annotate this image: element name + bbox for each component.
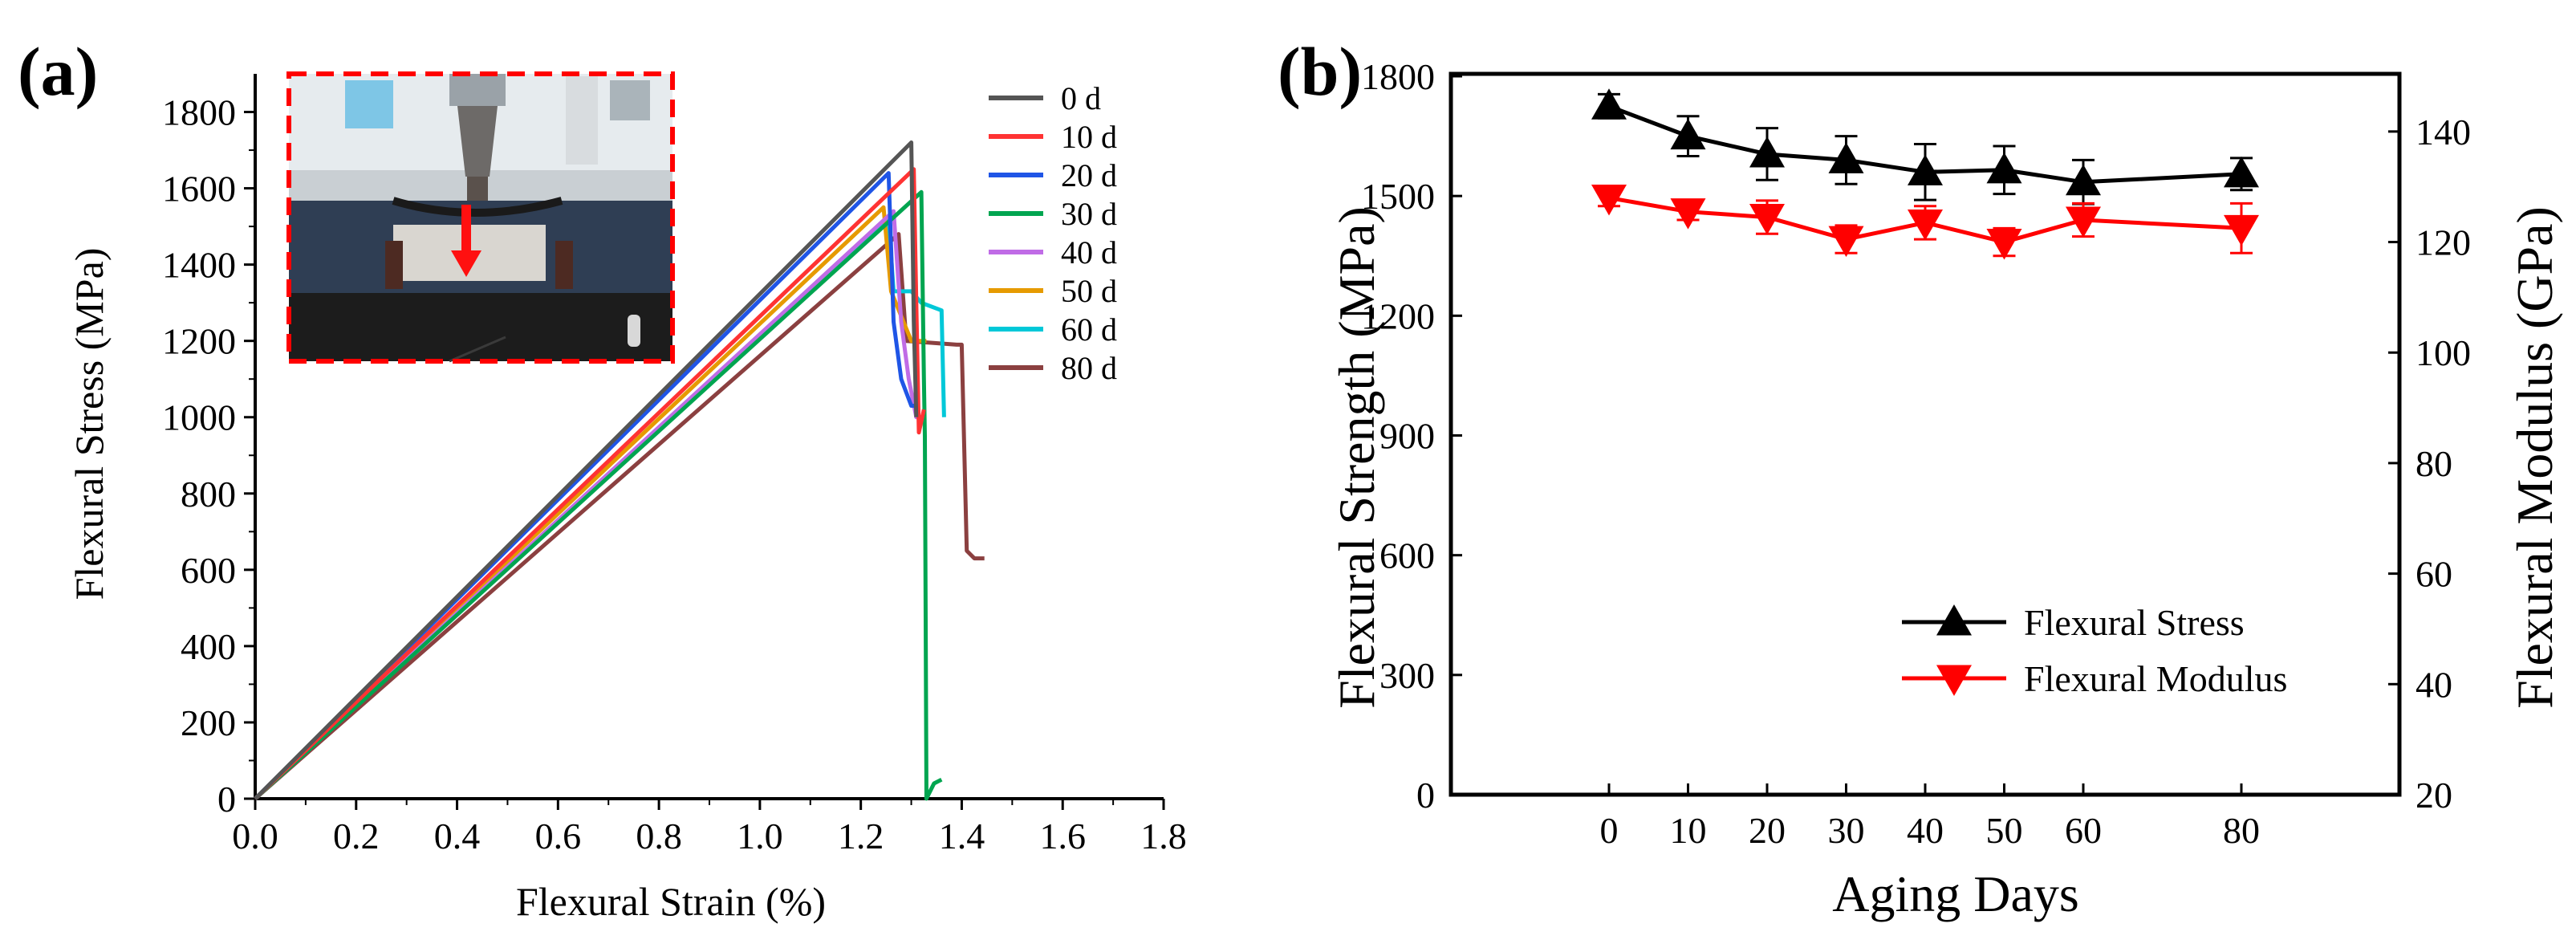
panel-a-axes: 0.0 0.2 0.4 0.6 0.8 1.0 1.2 1.4 1.6 1.8 0 200 400 600… — [162, 74, 1187, 856]
panel-a-label: (a) — [18, 33, 98, 110]
flexural-stress-point — [1670, 118, 1706, 150]
flexural-stress-line — [1608, 104, 2242, 185]
panel-b: (b) 0 10 20 30 40 50 60 80 0 300 600 900 1200 1500 180… — [1278, 33, 2563, 922]
panel-a-y-tick-label: 1800 — [162, 92, 236, 133]
panel-b-series — [1591, 88, 2259, 260]
panel-a-y-tick-label: 1600 — [162, 169, 236, 210]
panel-a-x-tick-label: 0.0 — [232, 816, 278, 856]
panel-a-x-tick-label: 0.2 — [333, 816, 380, 856]
panel-b-y-tick-label: 900 — [1379, 416, 1435, 457]
flexural-modulus-point — [1670, 198, 1706, 230]
legend-label-0d: 0 d — [1061, 80, 1101, 116]
panel-a: (a) 0.0 0.2 0.4 0.6 0.8 1.0 1.2 1.4 1.6 1.8 0 200 40… — [18, 33, 1187, 924]
panel-b-axes: 0 10 20 30 40 50 60 80 0 300 600 900 1200 1500 1800 20 4… — [1361, 56, 2471, 851]
panel-b-x-tick-label: 10 — [1670, 810, 1707, 851]
panel-a-curves — [254, 140, 985, 801]
panel-b-y-tick-label: 300 — [1379, 655, 1435, 696]
panel-b-y-tick-label: 1200 — [1361, 295, 1435, 336]
panel-a-x-tick-label: 0.8 — [636, 816, 682, 856]
panel-b-x-tick-label: 20 — [1749, 810, 1786, 851]
panel-b-x-tick-label: 40 — [1907, 810, 1944, 851]
panel-a-x-tick-label: 1.2 — [838, 816, 884, 856]
flexural-modulus-point — [2066, 206, 2101, 238]
panel-b-legend: Flexural Stress Flexural Modulus — [1902, 602, 2287, 699]
flexural-modulus-point — [1828, 226, 1864, 258]
flexural-stress-point — [1986, 152, 2022, 184]
inset-photo — [286, 71, 675, 364]
flexural-modulus-point — [1908, 209, 1943, 241]
legend-marker-flexural-stress — [1936, 604, 1972, 636]
legend-label-flexural-stress: Flexural Stress — [2024, 602, 2245, 643]
legend-label-20d: 20 d — [1061, 157, 1117, 193]
panel-a-y-tick-label: 200 — [181, 702, 236, 743]
panel-a-legend: 0 d10 d20 d30 d40 d50 d60 d80 d — [989, 80, 1117, 386]
panel-a-y-tick-label: 1000 — [162, 397, 236, 438]
panel-a-x-axis-title: Flexural Strain (%) — [516, 879, 826, 924]
panel-b-y-axis-title-right: Flexural Modulus (GPa) — [2506, 206, 2563, 709]
panel-b-y-right-tick-label: 80 — [2416, 443, 2452, 484]
legend-label-30d: 30 d — [1061, 196, 1117, 232]
panel-b-x-tick-label: 0 — [1600, 810, 1619, 851]
panel-a-y-tick-label: 1200 — [162, 321, 236, 362]
panel-b-x-tick-label: 80 — [2223, 810, 2260, 851]
flexural-modulus-point — [1986, 229, 2022, 260]
panel-b-y-tick-label: 1500 — [1361, 176, 1435, 217]
flexural-stress-point — [1591, 88, 1627, 120]
panel-a-y-tick-label: 1400 — [162, 245, 236, 286]
panel-b-x-tick-label: 50 — [1986, 810, 2023, 851]
panel-b-y-right-tick-label: 60 — [2416, 554, 2452, 595]
legend-label-50d: 50 d — [1061, 273, 1117, 309]
panel-b-y-right-tick-label: 140 — [2416, 112, 2471, 153]
curve-10d — [254, 167, 926, 800]
panel-a-y-tick-label: 800 — [181, 474, 236, 515]
flexural-stress-point — [1908, 154, 1943, 185]
legend-label-40d: 40 d — [1061, 234, 1117, 271]
flexural-modulus-point — [2224, 214, 2259, 246]
panel-b-y-right-tick-label: 120 — [2416, 222, 2471, 263]
legend-label-10d: 10 d — [1061, 119, 1117, 155]
legend-marker-flexural-modulus — [1936, 665, 1972, 696]
panel-a-y-tick-label: 400 — [181, 626, 236, 667]
curve-0d — [254, 140, 919, 800]
panel-a-y-axis-title: Flexural Stress (MPa) — [67, 248, 112, 600]
panel-b-y-right-tick-label: 40 — [2416, 664, 2452, 705]
panel-b-x-tick-label: 30 — [1828, 810, 1865, 851]
curve-80d — [254, 232, 985, 800]
panel-a-x-tick-label: 1.8 — [1140, 816, 1187, 856]
panel-b-x-tick-label: 60 — [2065, 810, 2102, 851]
panel-b-x-axis-title: Aging Days — [1832, 865, 2079, 922]
panel-b-y-tick-label: 600 — [1379, 535, 1435, 576]
panel-a-x-tick-label: 1.6 — [1039, 816, 1086, 856]
legend-label-flexural-modulus: Flexural Modulus — [2024, 658, 2287, 699]
panel-a-x-tick-label: 0.6 — [535, 816, 582, 856]
panel-b-y-axis-title: Flexural Strength (MPa) — [1328, 206, 1385, 709]
panel-b-label: (b) — [1278, 33, 1362, 110]
flexural-stress-point — [1749, 136, 1785, 168]
panel-b-y-tick-label: 0 — [1416, 775, 1435, 816]
panel-a-x-tick-label: 0.4 — [434, 816, 481, 856]
curve-30d — [254, 189, 943, 801]
flexural-stress-point — [1828, 142, 1864, 173]
panel-a-y-tick-label: 600 — [181, 550, 236, 591]
flexural-stress-point — [2224, 156, 2259, 188]
panel-a-x-tick-label: 1.4 — [939, 816, 985, 856]
flexural-stress-point — [2066, 164, 2101, 196]
flexural-modulus-line — [1608, 196, 2242, 245]
legend-label-80d: 80 d — [1061, 350, 1117, 386]
flexural-modulus-point — [1591, 184, 1627, 216]
panel-a-x-tick-label: 1.0 — [737, 816, 783, 856]
panel-a-y-tick-label: 0 — [217, 779, 236, 820]
panel-b-y-tick-label: 1800 — [1361, 56, 1435, 97]
legend-label-60d: 60 d — [1061, 311, 1117, 348]
flexural-modulus-point — [1749, 204, 1785, 235]
curve-20d — [254, 171, 919, 800]
panel-b-y-right-tick-label: 100 — [2416, 332, 2471, 373]
panel-b-y-right-tick-label: 20 — [2416, 775, 2452, 816]
